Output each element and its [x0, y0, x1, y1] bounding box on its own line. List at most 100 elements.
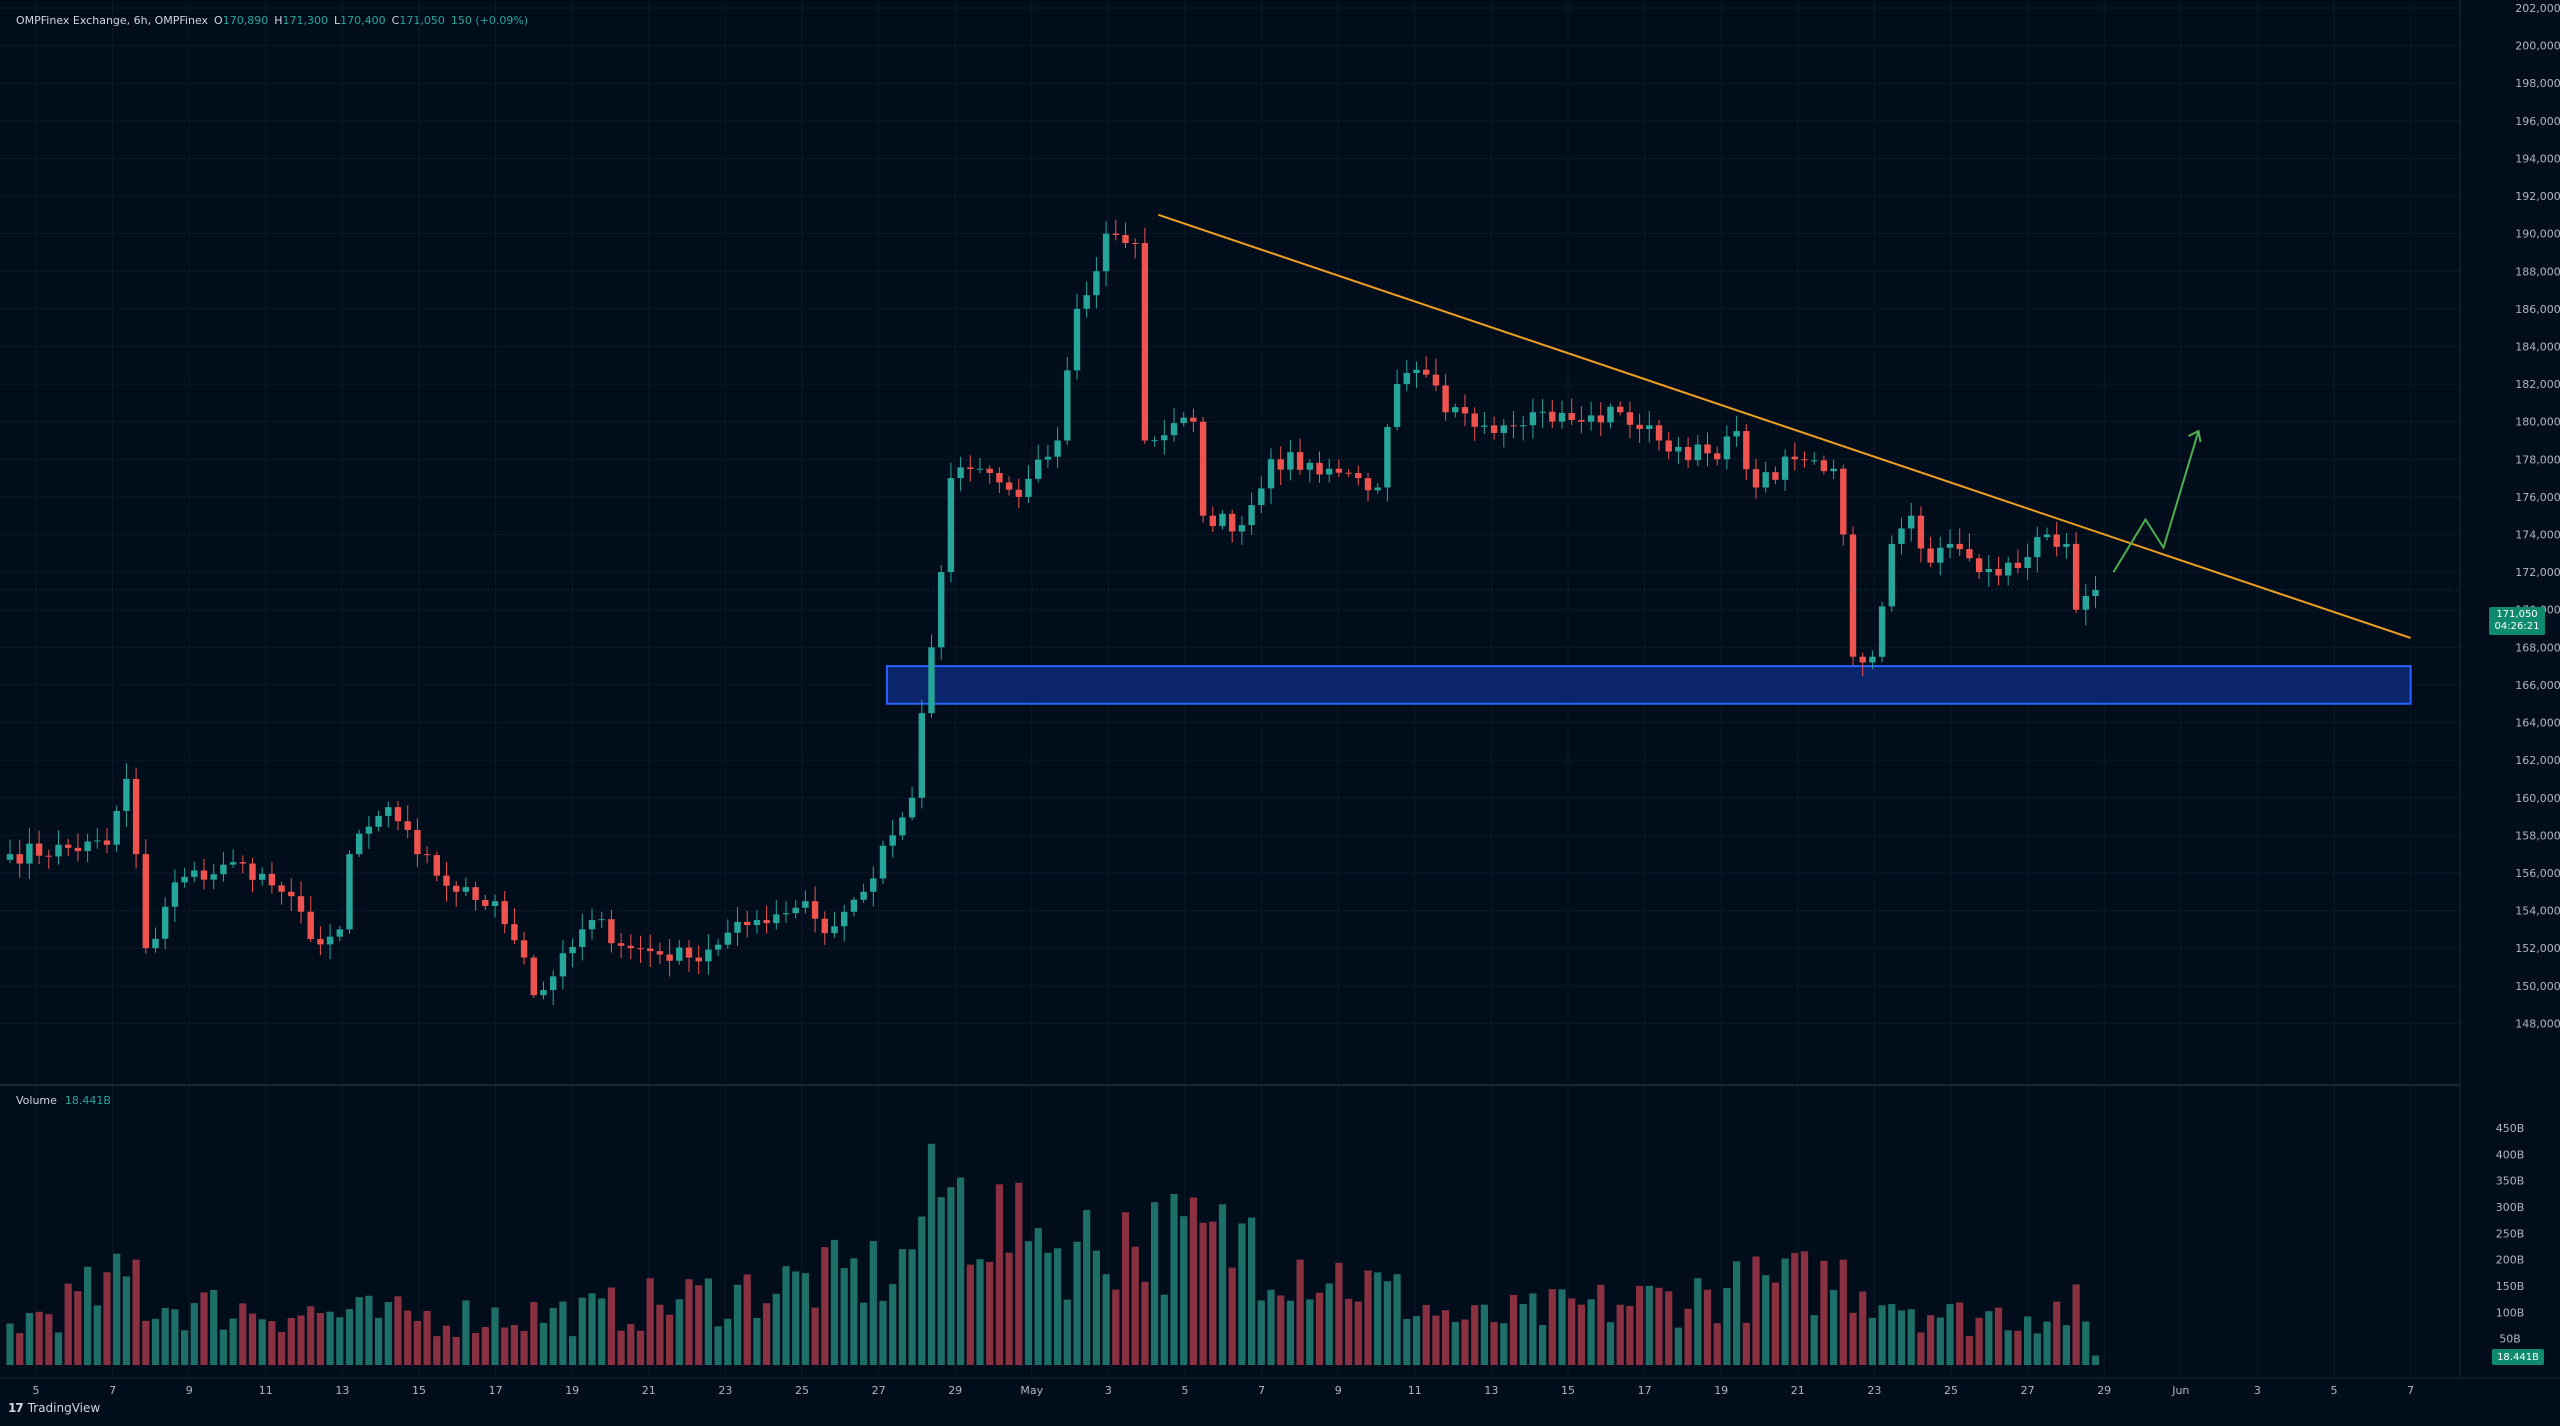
- candle-body: [268, 873, 276, 886]
- candle: [831, 911, 838, 938]
- tradingview-branding[interactable]: 17 TradingView: [8, 1401, 100, 1415]
- candle-body: [1190, 417, 1197, 422]
- symbol-name[interactable]: OMPFinex Exchange, 6h, OMPFinex: [16, 14, 209, 27]
- volume-bar: [452, 1336, 460, 1365]
- candle-body: [1898, 528, 1905, 544]
- volume-bar: [1946, 1304, 1954, 1365]
- volume-label[interactable]: Volume: [16, 1094, 57, 1107]
- candle-body: [1199, 421, 1207, 516]
- time-tick-label: May: [1020, 1384, 1043, 1397]
- candle: [2082, 583, 2089, 626]
- time-tick-label: 9: [1335, 1384, 1342, 1397]
- volume-bar: [1015, 1182, 1023, 1365]
- volume-bar: [2053, 1301, 2061, 1365]
- candle: [957, 456, 964, 492]
- volume-bar: [433, 1336, 441, 1365]
- candle: [1248, 492, 1255, 535]
- candle: [1723, 425, 1731, 470]
- trendline[interactable]: [1158, 213, 2411, 639]
- volume-bar: [248, 1313, 257, 1365]
- time-tick-label: 29: [948, 1384, 962, 1397]
- candle: [714, 939, 722, 956]
- candle: [220, 851, 227, 882]
- volume-bar: [1199, 1222, 1207, 1365]
- candle-body: [1704, 444, 1711, 454]
- volume-tick-label: 50B: [2499, 1333, 2521, 1346]
- volume-bar: [54, 1332, 63, 1365]
- candle-body: [1985, 569, 1992, 573]
- volume-bar: [181, 1330, 189, 1365]
- volume-bar: [2024, 1316, 2032, 1365]
- price-tick-label: 172,000: [2515, 566, 2560, 579]
- candle-body: [2063, 543, 2070, 547]
- candle: [1306, 459, 1313, 483]
- candle-body: [1403, 372, 1410, 385]
- volume-bar: [1548, 1289, 1556, 1365]
- price-tick-label: 166,000: [2515, 679, 2560, 692]
- candle-body: [617, 943, 625, 946]
- volume-bar: [1674, 1327, 1682, 1365]
- projection-arrow[interactable]: [2112, 430, 2200, 573]
- volume-bar: [210, 1289, 218, 1365]
- volume-bar: [1345, 1298, 1353, 1365]
- volume-bar: [578, 1297, 586, 1365]
- volume-bar: [1965, 1335, 1973, 1365]
- candle: [423, 846, 431, 864]
- candle-body: [1568, 412, 1575, 421]
- candle: [326, 924, 334, 960]
- candle: [1267, 448, 1275, 504]
- time-tick-label: 13: [335, 1384, 349, 1397]
- volume-bar: [103, 1272, 111, 1365]
- candle: [1898, 517, 1905, 555]
- price-axis[interactable]: 148,000 150,000 152,000 154,000 156,000 158,0…: [2515, 2, 2560, 1030]
- candle: [1374, 483, 1381, 494]
- volume-bar: [1597, 1284, 1605, 1365]
- candle: [2034, 526, 2041, 573]
- volume-axis[interactable]: 50B 100B 150B 200B 250B 300B 350B 400B 450B: [2496, 1122, 2525, 1346]
- candle: [2005, 556, 2012, 586]
- volume-bar: [1733, 1261, 1741, 1365]
- candle-body: [1510, 425, 1517, 427]
- volume-bar: [268, 1321, 276, 1365]
- candle: [491, 894, 499, 918]
- candle-body: [394, 807, 402, 822]
- candle: [65, 838, 72, 856]
- time-tick-label: 29: [2097, 1384, 2111, 1397]
- close-label: C: [391, 14, 400, 27]
- candle-body: [579, 929, 586, 947]
- candle-body: [113, 810, 120, 845]
- candle: [1917, 506, 1925, 563]
- candle: [1704, 432, 1711, 467]
- volume-bar: [2004, 1330, 2012, 1365]
- volume-bar: [646, 1278, 654, 1365]
- price-tick-label: 186,000: [2515, 303, 2560, 316]
- candle-body: [520, 940, 528, 958]
- candle: [1296, 438, 1304, 475]
- volume-bar: [656, 1304, 664, 1365]
- price-tick-label: 148,000: [2515, 1017, 2560, 1030]
- candle-body: [423, 854, 431, 856]
- candle: [1384, 424, 1391, 502]
- volume-bar: [1092, 1250, 1100, 1365]
- volume-bar: [481, 1327, 489, 1365]
- time-tick-label: 13: [1484, 1384, 1498, 1397]
- candle: [1190, 408, 1197, 432]
- volume-bar: [1383, 1281, 1391, 1365]
- candle: [1975, 554, 1983, 579]
- time-tick-label: 23: [718, 1384, 732, 1397]
- volume-bar: [1665, 1291, 1673, 1365]
- candle: [1423, 356, 1430, 378]
- volume-bar: [1315, 1292, 1324, 1365]
- candle: [191, 861, 198, 882]
- time-axis[interactable]: 5 7 9 11 13 15 17 19 21 23 25 27 29 May 3 5 7 9 11 13 15 17 19…: [33, 1384, 2415, 1397]
- candle-body: [65, 844, 72, 848]
- volume-bar: [704, 1278, 712, 1365]
- candle: [1568, 398, 1575, 425]
- support-zone[interactable]: [885, 665, 2412, 705]
- volume-bar: [1917, 1332, 1925, 1365]
- price-tick-label: 202,000: [2515, 2, 2560, 15]
- candle: [1432, 358, 1440, 392]
- low-label: L: [334, 14, 341, 27]
- volume-bar: [2062, 1325, 2070, 1365]
